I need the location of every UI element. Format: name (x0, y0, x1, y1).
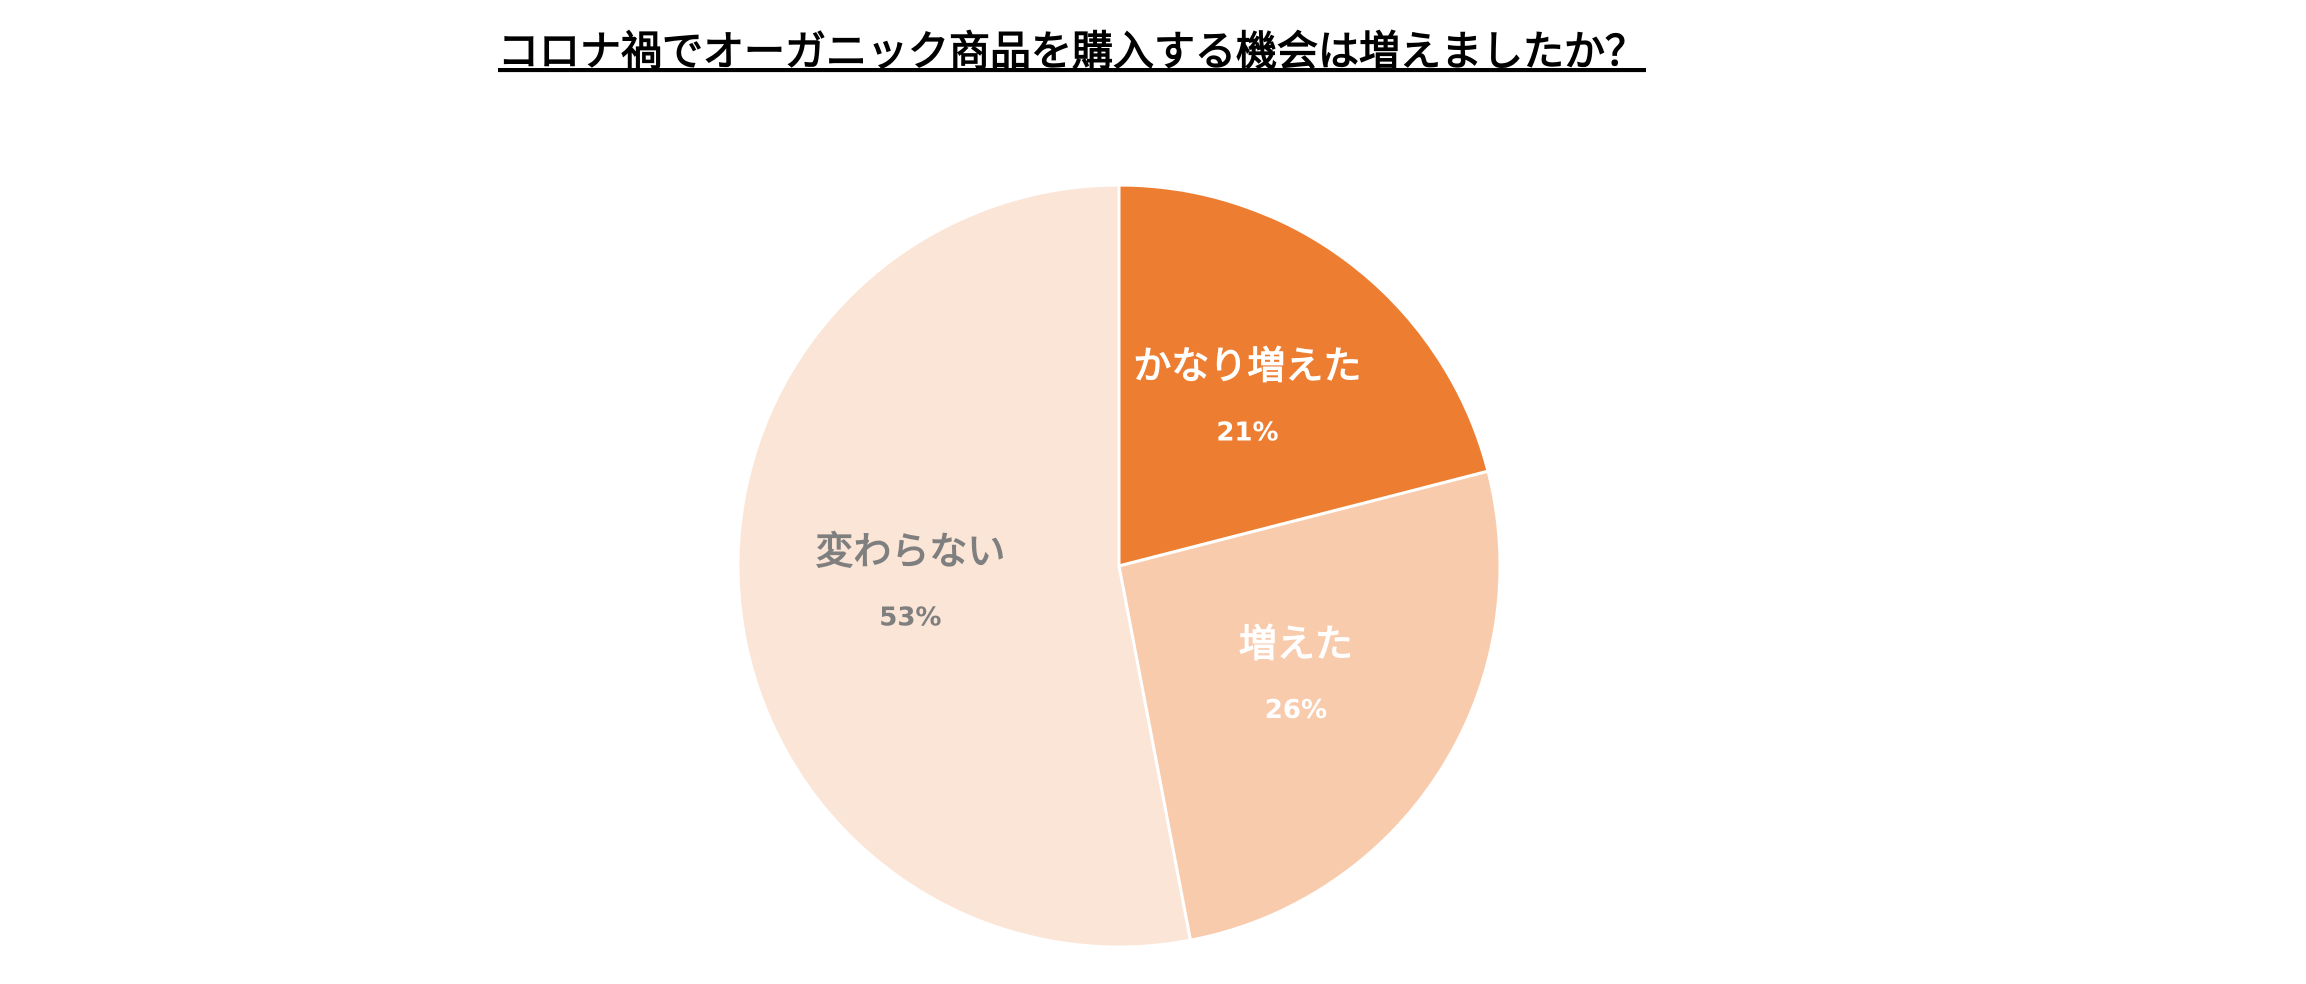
slice-label: 変わらない (815, 529, 1005, 573)
pie-slice (1117, 183, 1490, 568)
value-label: 26% (1265, 695, 1327, 725)
slice-label: 増えた (1239, 621, 1353, 665)
chart-title: コロナ禍でオーガニック商品を購入する機会は増えましたか？ (498, 27, 1646, 75)
slice-label: かなり増えた (1133, 344, 1361, 388)
pie-slice (736, 183, 1193, 949)
value-label: 21% (1216, 417, 1278, 447)
pie-slice (1117, 469, 1502, 943)
value-label: 53% (879, 603, 941, 633)
